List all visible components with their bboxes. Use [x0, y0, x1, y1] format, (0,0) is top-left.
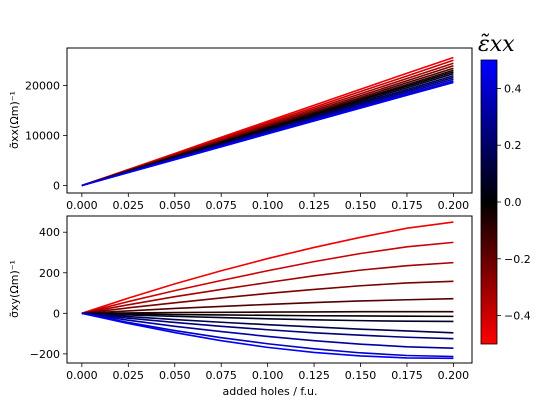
top-y-tick-label: 10000	[25, 130, 60, 143]
top-x-tick-label: 0.175	[391, 199, 423, 212]
bottom-panel: 0.000 0.025 0.050 0.075 0.100 0.125 0.150 0.175…	[8, 215, 473, 398]
colorbar-title: ε̃xx	[478, 32, 515, 57]
bottom-y-axis-label: σ̃xy(Ωm)⁻¹	[8, 260, 21, 318]
bottom-series-line-0	[81, 221, 454, 315]
colorbar: 0.4 0.2 0.0 −0.2 −0.4 ε̃xx	[478, 32, 531, 345]
bottom-y-tick-label: 200	[39, 267, 60, 280]
bottom-x-tick-label: 0.150	[345, 369, 377, 382]
bottom-x-tick-label: 0.025	[113, 369, 145, 382]
top-x-tick-label: 0.150	[345, 199, 377, 212]
colorbar-tick-label: 0.2	[504, 139, 522, 152]
top-x-tick-label: 0.200	[438, 199, 470, 212]
bottom-x-tick-label: 0.075	[205, 369, 237, 382]
bottom-x-tick-label: 0.175	[391, 369, 423, 382]
bottom-x-tick-label: 0.050	[159, 369, 191, 382]
bottom-series-line-8	[81, 312, 454, 334]
top-y-tick-label: 20000	[25, 80, 60, 93]
colorbar-ticks: 0.4 0.2 0.0 −0.2 −0.4	[497, 82, 531, 323]
bottom-x-tick-label: 0.125	[298, 369, 330, 382]
top-x-ticks: 0.000 0.025 0.050 0.075 0.100 0.125 0.150 0.175…	[66, 193, 469, 212]
bottom-series-line-3	[81, 280, 454, 315]
bottom-x-tick-label: 0.100	[252, 369, 284, 382]
bottom-series-line-9	[81, 312, 454, 340]
top-series-group	[81, 56, 454, 187]
bottom-series-line-5	[81, 310, 454, 315]
top-x-tick-label: 0.050	[159, 199, 191, 212]
bottom-y-tick-label: 400	[39, 226, 60, 239]
bottom-x-tick-label: 0.200	[438, 369, 470, 382]
bottom-series-line-2	[81, 261, 454, 315]
bottom-series-line-1	[81, 241, 454, 315]
top-x-tick-label: 0.000	[66, 199, 98, 212]
bottom-y-ticks: −200 0 200 400	[30, 226, 67, 361]
colorbar-tick-label: 0.4	[504, 82, 522, 95]
bottom-series-line-6	[81, 312, 454, 318]
bottom-series-line-4	[81, 297, 454, 315]
bottom-series-line-12	[81, 312, 454, 360]
top-y-axis-label: σ̃xx(Ωm)⁻¹	[8, 91, 21, 149]
top-x-tick-label: 0.025	[113, 199, 145, 212]
bottom-y-tick-label: −200	[30, 348, 60, 361]
bottom-plot-frame	[66, 215, 473, 364]
colorbar-gradient	[480, 59, 498, 345]
top-x-tick-label: 0.125	[298, 199, 330, 212]
top-panel: 0.000 0.025 0.050 0.075 0.100 0.125 0.150 0.175…	[8, 47, 473, 212]
bottom-series-group	[81, 221, 454, 360]
top-x-tick-label: 0.075	[205, 199, 237, 212]
colorbar-tick-label: 0.0	[504, 196, 522, 209]
top-y-ticks: 0 10000 20000	[25, 80, 67, 193]
top-y-tick-label: 0	[53, 180, 60, 193]
top-x-tick-label: 0.100	[252, 199, 284, 212]
x-axis-label: added holes / f.u.	[223, 385, 318, 398]
top-series-line-12	[81, 81, 454, 187]
bottom-series-line-10	[81, 312, 454, 349]
colorbar-tick-label: −0.4	[504, 310, 531, 323]
bottom-y-tick-label: 0	[53, 307, 60, 320]
bottom-x-tick-label: 0.000	[66, 369, 98, 382]
bottom-series-line-7	[81, 312, 454, 323]
bottom-x-ticks: 0.000 0.025 0.050 0.075 0.100 0.125 0.150 0.175…	[66, 363, 469, 382]
bottom-series-line-11	[81, 312, 454, 358]
colorbar-tick-label: −0.2	[504, 253, 531, 266]
